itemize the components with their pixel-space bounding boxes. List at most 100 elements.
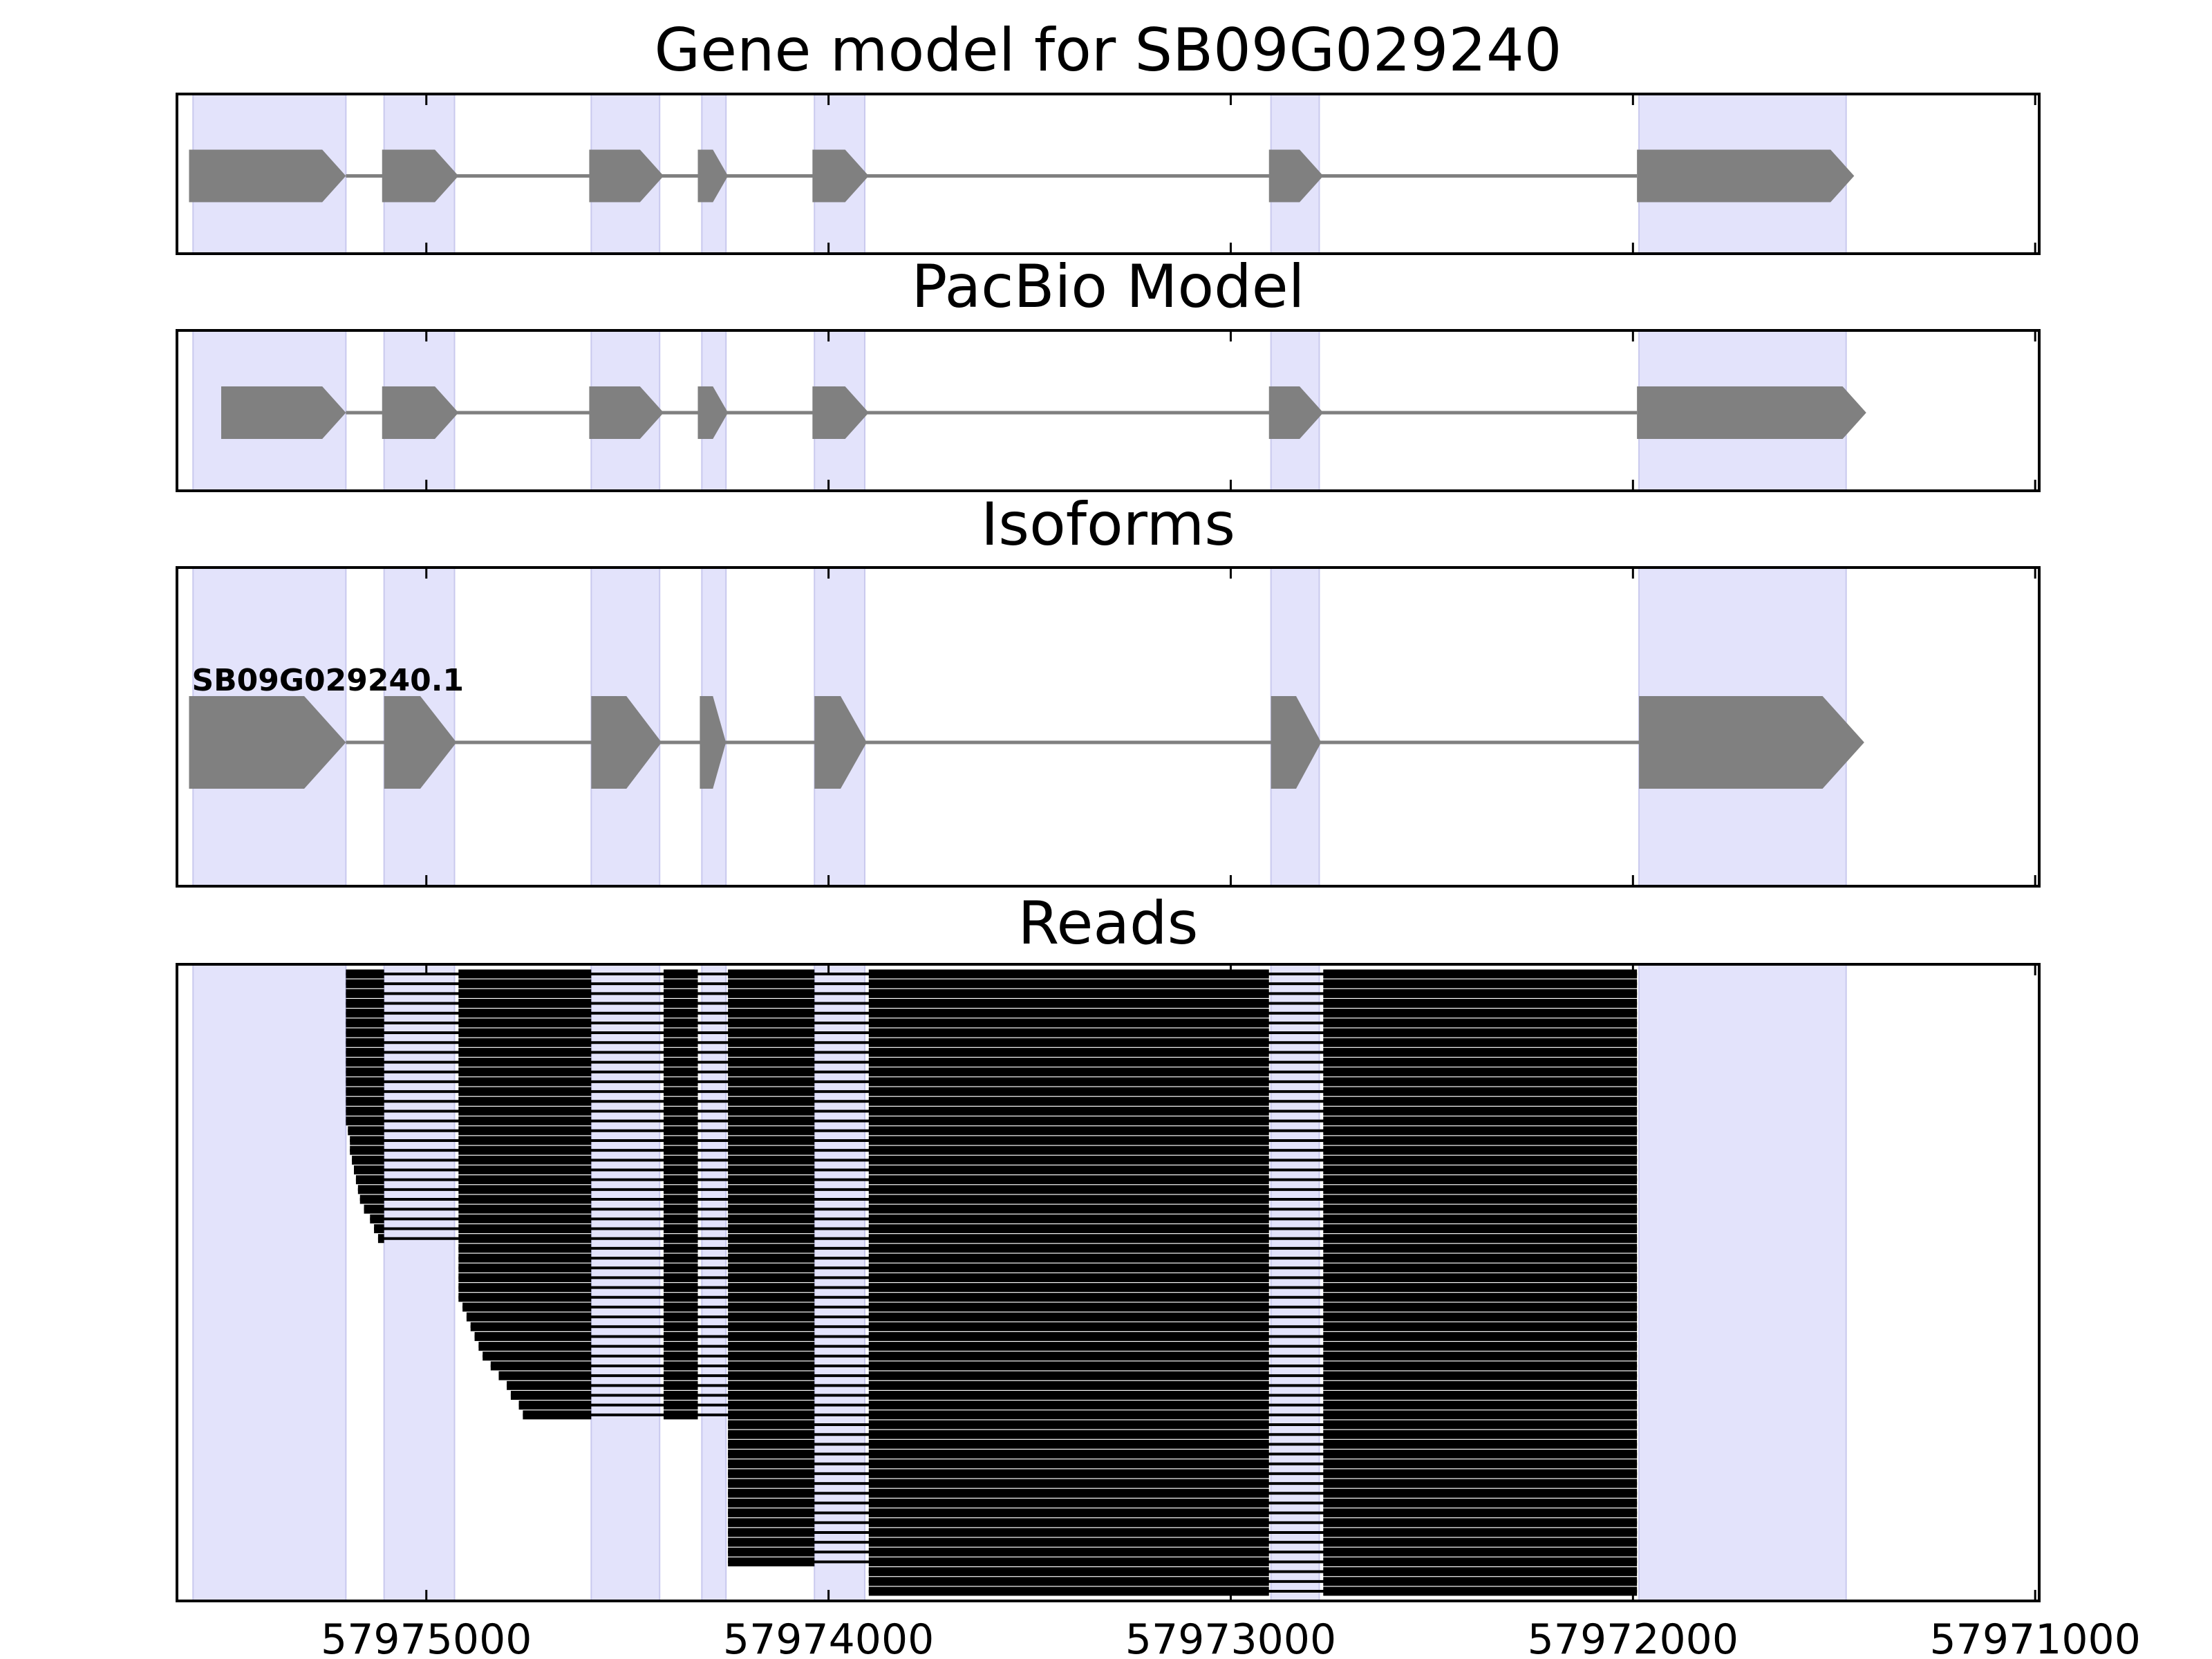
read-block [458, 1136, 592, 1145]
read-block [868, 1479, 1269, 1488]
read-block [728, 1537, 815, 1547]
read-block [458, 1185, 592, 1194]
read-block [1323, 1175, 1638, 1185]
read-block [346, 999, 384, 1009]
read-block [458, 1058, 592, 1067]
read-block [664, 1038, 698, 1047]
read-block [374, 1224, 384, 1234]
read-block [1323, 1469, 1638, 1479]
read-16 [346, 1116, 1638, 1126]
read-block [868, 1508, 1269, 1518]
read-32 [458, 1273, 1638, 1282]
read-block [664, 1194, 698, 1204]
read-55 [728, 1498, 1638, 1508]
read-block [458, 969, 592, 979]
read-block [1323, 1488, 1638, 1498]
read-19 [350, 1145, 1638, 1155]
read-block [728, 969, 815, 979]
read-57 [728, 1518, 1638, 1528]
read-56 [728, 1508, 1638, 1518]
read-block [868, 1116, 1269, 1126]
read-block [728, 1185, 815, 1194]
read-block [1323, 1518, 1638, 1528]
read-block [1323, 1508, 1638, 1518]
read-block [458, 1087, 592, 1096]
read-block [868, 1342, 1269, 1351]
read-block [664, 1244, 698, 1253]
read-block [664, 1136, 698, 1145]
read-block [728, 1155, 815, 1165]
read-block [346, 1087, 384, 1096]
read-block [370, 1214, 384, 1224]
read-block [1323, 1155, 1638, 1165]
read-59 [728, 1537, 1638, 1547]
model-gene-model-exon-5 [812, 149, 869, 203]
read-block [868, 1547, 1269, 1557]
read-block [458, 1009, 592, 1018]
read-block [458, 1028, 592, 1038]
read-block [868, 1244, 1269, 1253]
read-block [1323, 1420, 1638, 1430]
read-block [868, 1322, 1269, 1331]
read-block [868, 1009, 1269, 1018]
read-33 [458, 1283, 1638, 1293]
read-block [1323, 1342, 1638, 1351]
read-block [868, 1439, 1269, 1449]
read-block [1323, 1293, 1638, 1302]
read-48 [728, 1430, 1638, 1439]
read-block [728, 1557, 815, 1566]
read-block [728, 1459, 815, 1469]
isoform-1-exon-7 [1639, 696, 1864, 789]
read-14 [346, 1096, 1638, 1106]
read-block [1323, 1331, 1638, 1341]
model-pacbio-model-exon-5 [812, 386, 869, 439]
read-38 [474, 1331, 1638, 1341]
read-block [507, 1380, 592, 1390]
read-block [458, 1126, 592, 1136]
read-block [664, 1312, 698, 1322]
read-block [868, 1087, 1269, 1096]
read-22 [355, 1175, 1638, 1185]
panel-content-gene-model [189, 94, 1855, 254]
read-block [728, 1028, 815, 1038]
read-block [728, 1077, 815, 1087]
read-block [728, 1126, 815, 1136]
read-block [1323, 1351, 1638, 1361]
read-block [728, 1351, 815, 1361]
read-64 [868, 1586, 1638, 1596]
highlight-region-6 [1270, 964, 1320, 1601]
read-block [728, 1331, 815, 1341]
read-block [868, 1185, 1269, 1194]
read-block [1323, 1058, 1638, 1067]
panel-frame-isoforms [176, 566, 2041, 888]
read-45 [518, 1400, 1638, 1410]
read-block [1323, 979, 1638, 988]
read-block [458, 1175, 592, 1185]
read-block [346, 1096, 384, 1106]
isoform-label: SB09G029240.1 [191, 663, 464, 698]
read-52 [728, 1469, 1638, 1479]
read-block [1323, 1204, 1638, 1214]
x-tick-label: 57973000 [1125, 1615, 1336, 1659]
read-block [868, 1165, 1269, 1174]
read-block [728, 1400, 815, 1410]
read-block [1323, 1077, 1638, 1087]
read-block [1323, 1410, 1638, 1420]
read-block [498, 1371, 592, 1380]
read-block [664, 1253, 698, 1263]
read-block [728, 1263, 815, 1273]
read-block [1323, 1009, 1638, 1018]
read-block [664, 1126, 698, 1136]
model-gene-model-exon-7 [1637, 149, 1855, 203]
read-block [868, 1567, 1269, 1577]
read-block [728, 1067, 815, 1077]
read-6 [346, 1018, 1638, 1028]
read-block [1323, 1194, 1638, 1204]
read-block [728, 1204, 815, 1214]
x-tick-label: 57975000 [321, 1615, 532, 1659]
read-block [1323, 1302, 1638, 1312]
panel-title-pacbio-model: PacBio Model [911, 252, 1304, 321]
read-block [474, 1331, 592, 1341]
read-block [1323, 1361, 1638, 1371]
